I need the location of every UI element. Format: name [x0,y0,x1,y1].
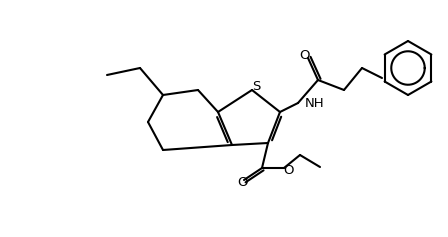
Text: O: O [283,164,293,177]
Text: NH: NH [305,96,325,109]
Text: O: O [300,49,310,61]
Text: O: O [237,177,247,190]
Text: S: S [252,79,260,92]
